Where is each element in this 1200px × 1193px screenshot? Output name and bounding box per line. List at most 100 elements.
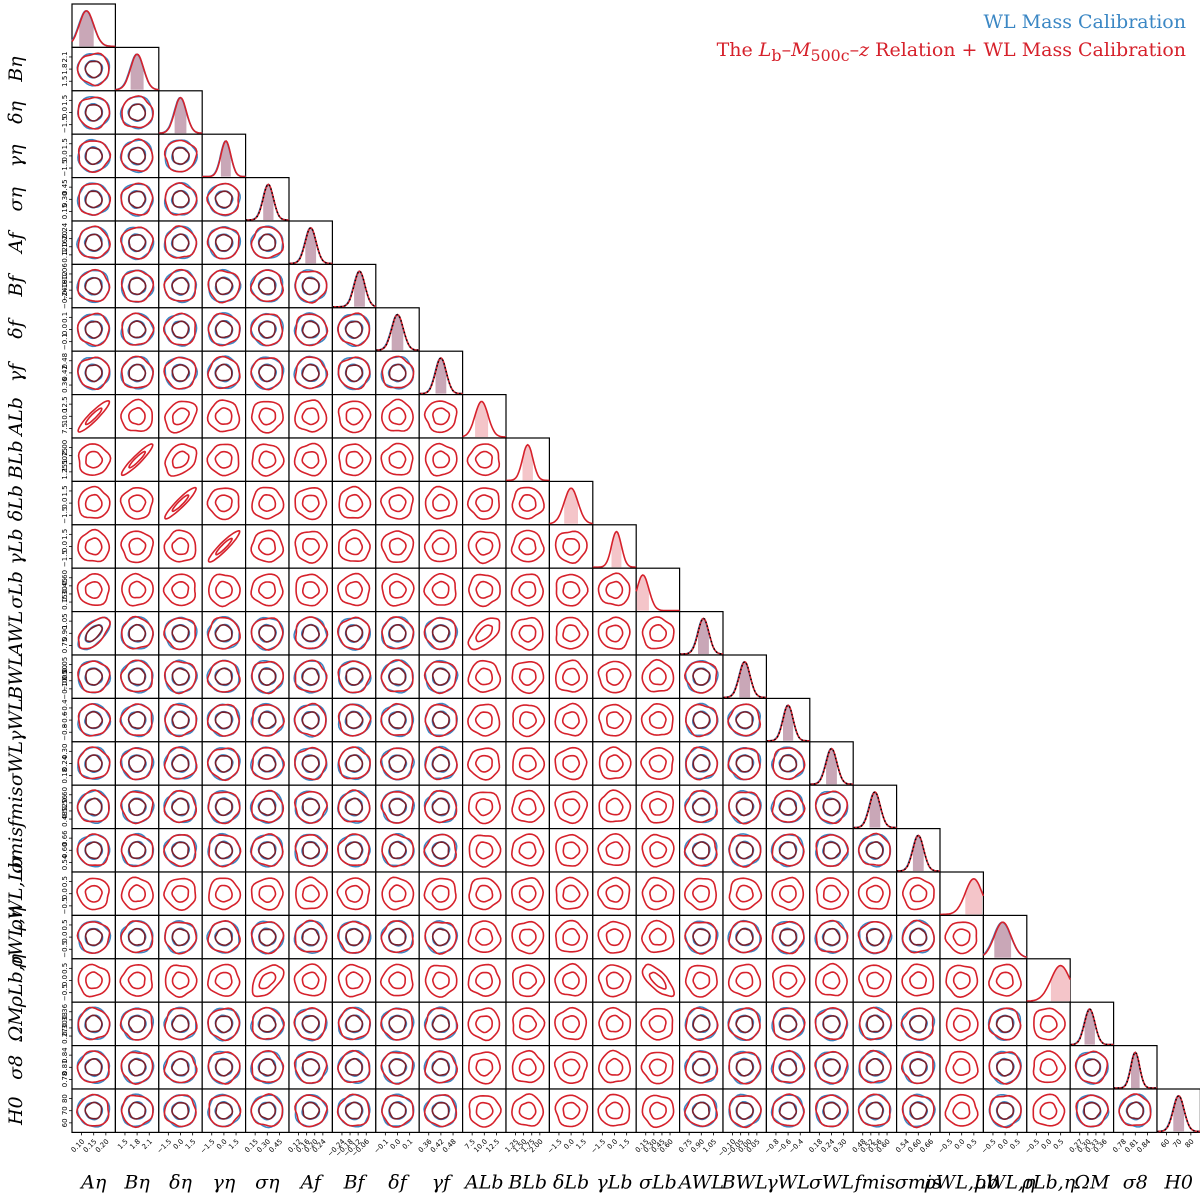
contour-lb-inner	[257, 277, 276, 295]
contour-lb-outer	[120, 355, 155, 389]
panel-25-5	[288, 1088, 334, 1134]
contour-lb-outer	[76, 789, 110, 823]
contour-lb-outer	[771, 964, 806, 998]
panel-21-14	[678, 914, 724, 960]
contour-lb-inner	[214, 667, 233, 686]
contour-lb-outer	[207, 616, 241, 650]
contour-lb-inner	[605, 754, 624, 773]
contour-lb-outer	[728, 834, 762, 868]
panel-17-5	[288, 741, 334, 786]
panel-22-5	[288, 958, 334, 1003]
panel-8-1	[114, 350, 160, 396]
contour-lb-outer	[423, 400, 458, 434]
panel-17-13	[635, 741, 681, 786]
contour-lb-outer	[206, 487, 240, 521]
panel-24-12	[592, 1044, 637, 1090]
contour-lb-outer	[900, 1007, 934, 1041]
contour-lb-inner	[822, 1015, 841, 1034]
panel-18-6	[331, 784, 377, 830]
panel-20-6	[331, 871, 377, 917]
posterior-band	[783, 705, 794, 741]
contour-lb-inner	[171, 233, 190, 252]
contour-lb-outer	[597, 616, 631, 650]
contour-lb-inner	[214, 711, 233, 730]
contour-lb-outer	[467, 920, 502, 953]
contour-lb-inner	[215, 580, 233, 599]
contour-lb-inner	[214, 450, 233, 469]
contour-lb-inner	[128, 623, 147, 642]
y-tick-label: −0.06	[61, 263, 69, 285]
posterior-band	[1173, 1095, 1185, 1132]
contour-lb-outer	[468, 1051, 501, 1085]
posterior-lb	[549, 487, 593, 525]
x-tick-label: −0.1	[372, 1138, 390, 1156]
contour-lb-outer	[466, 487, 500, 521]
contour-lb-outer	[381, 1094, 415, 1128]
contour-lb-inner	[692, 928, 711, 947]
contour-lb-inner	[518, 537, 537, 556]
panel-15-9	[462, 654, 507, 700]
x-axis-label: H0	[1163, 1171, 1193, 1193]
contour-lb-outer	[206, 963, 241, 997]
panel-11-0	[71, 480, 117, 526]
contour-lb-outer	[163, 833, 197, 868]
contour-lb-inner	[301, 927, 320, 946]
panel-16-1	[114, 697, 160, 743]
panel-25-0	[71, 1088, 117, 1134]
panel-13-10	[505, 567, 551, 613]
panel-4-3	[201, 177, 247, 222]
posterior-band	[220, 141, 231, 177]
contour-lb-outer	[467, 1007, 501, 1042]
panel-25-14	[678, 1088, 724, 1134]
panel-18-10	[505, 784, 551, 830]
panel-18-17	[809, 784, 854, 830]
contour-lb-inner	[388, 363, 407, 382]
panel-16-7	[375, 697, 420, 743]
contour-lb-inner	[518, 1014, 538, 1033]
contour-lb-outer	[814, 1050, 849, 1085]
contour-lb-inner	[128, 320, 147, 339]
contour-lb-outer	[901, 963, 935, 997]
contour-lb-inner	[345, 971, 364, 990]
panel-6-4	[245, 263, 290, 309]
y-tick-label: 60	[61, 1118, 69, 1127]
contour-lb-outer	[163, 617, 197, 651]
contour-lb-outer	[164, 703, 197, 738]
contour-lb-inner	[214, 1015, 233, 1034]
contour-lb-outer	[294, 1094, 328, 1128]
y-tick-label: 0.15	[61, 594, 69, 610]
contour-lb-outer	[206, 703, 241, 737]
contour-lb-outer	[728, 1095, 762, 1129]
panel-22-18	[852, 958, 898, 1003]
panel-21-12	[592, 914, 637, 960]
panel-19-2	[158, 827, 203, 873]
contour-lb-outer	[641, 1094, 675, 1129]
contour-lb-inner	[605, 928, 624, 947]
contour-lb-inner	[128, 1058, 147, 1077]
contour-lb-inner	[605, 884, 624, 903]
contour-lb-inner	[85, 147, 104, 166]
contour-lb-outer	[337, 312, 371, 347]
panel-7-4	[245, 307, 290, 352]
contour-lb-outer	[164, 182, 198, 216]
y-tick-label: 1.5	[61, 529, 69, 540]
contour-lb-outer	[684, 790, 718, 824]
panel-1-0	[71, 46, 117, 92]
panel-11-10	[505, 480, 551, 526]
panel-22-2	[158, 958, 203, 1003]
panel-16-13	[635, 697, 681, 743]
contour-lb-outer	[380, 702, 414, 736]
panel-14-3	[201, 610, 247, 656]
contour-lb-outer	[337, 572, 371, 607]
contour-lb-outer	[250, 529, 285, 563]
x-axis-label: ΩM	[1073, 1171, 1110, 1193]
contour-lb-inner	[1126, 1101, 1144, 1120]
contour-lb-outer	[76, 921, 111, 955]
contour-lb-outer	[554, 919, 589, 953]
x-tick-label: −1.5	[155, 1138, 173, 1156]
contour-lb-inner	[735, 841, 754, 860]
contour-lb-outer	[163, 139, 198, 173]
contour-lb-inner	[692, 667, 711, 686]
panel-10-1	[114, 437, 160, 483]
panel-12-1	[114, 524, 160, 569]
